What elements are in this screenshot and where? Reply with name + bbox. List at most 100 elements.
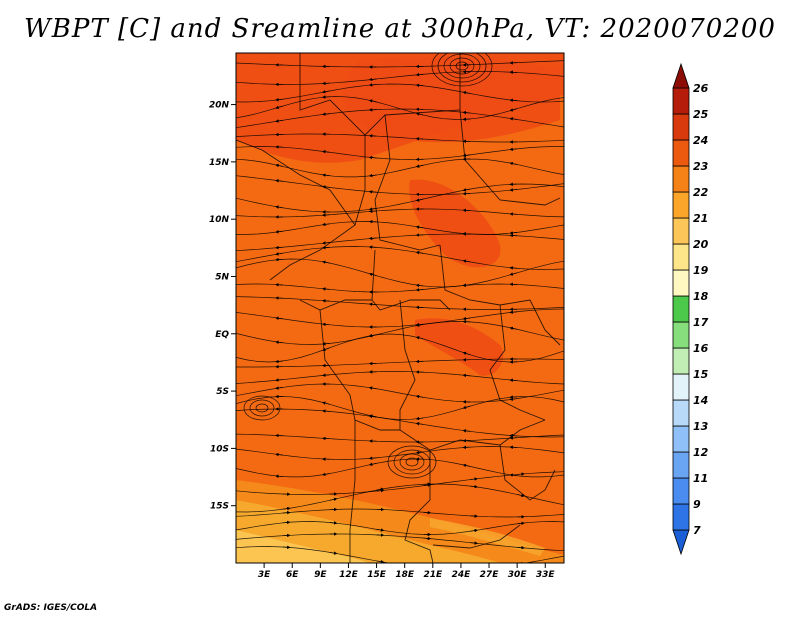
streamline-arrow — [275, 97, 283, 102]
vortex-ring — [455, 61, 469, 71]
streamline-arrow — [368, 173, 377, 178]
streamline-arrow — [368, 272, 377, 277]
x-tick-label: 12E — [339, 570, 359, 580]
streamline-arrow — [462, 259, 471, 263]
streamline — [236, 233, 564, 252]
x-axis: 3E 6E 9E 12E 15E 18E 21E 24E 27E 30E 33E — [258, 563, 556, 580]
streamline-arrow — [462, 110, 471, 115]
x-tick-label: 33E — [536, 570, 556, 580]
streamline-arrow — [470, 477, 479, 481]
colorbar-label: 22 — [693, 186, 709, 199]
streamline-arrow — [509, 310, 518, 314]
streamline — [236, 333, 564, 363]
streamline-arrow — [275, 452, 283, 457]
streamline-arrow — [321, 260, 330, 264]
streamline-arrow — [509, 147, 518, 152]
country-border — [319, 309, 400, 431]
colorbar-segment — [672, 62, 690, 89]
streamline-arrow — [415, 394, 424, 399]
colorbar-label: 13 — [693, 420, 709, 433]
streamline-arrow — [275, 205, 283, 209]
cool-region — [430, 518, 545, 556]
streamline-arrow — [415, 225, 424, 229]
streamline-arrow — [509, 397, 518, 401]
streamline — [236, 183, 564, 213]
streamline-arrow — [282, 510, 291, 515]
colorbar: 7 9 11 12 13 14 15 16 17 18 19 20 21 22 23 24 25 26 — [672, 62, 709, 556]
colorbar-segment — [672, 243, 690, 271]
streamline-arrow — [321, 287, 330, 291]
country-border — [404, 450, 434, 563]
streamline — [236, 308, 564, 328]
streamline-arrow — [415, 112, 424, 116]
y-tick-label: 10S — [210, 444, 229, 454]
streamline-arrow — [321, 322, 330, 327]
colorbar-label: 23 — [693, 160, 709, 173]
colorbar-label: 16 — [693, 342, 709, 355]
streamline-arrow — [275, 378, 283, 382]
colorbar-segment — [672, 425, 690, 453]
streamline-arrow — [322, 347, 330, 352]
colorbar-label: 20 — [693, 238, 709, 251]
colorbar-label: 21 — [693, 212, 708, 225]
streamline — [236, 446, 564, 460]
hot-region — [409, 179, 501, 268]
credit-label: GrADS: IGES/COLA — [4, 603, 98, 613]
colorbar-segment — [672, 477, 690, 505]
colorbar-label: 24 — [693, 134, 708, 147]
streamline-arrow — [329, 551, 338, 555]
vortex-ring — [387, 445, 437, 479]
colorbar-label: 18 — [693, 290, 709, 303]
x-tick-label: 9E — [314, 570, 327, 580]
x-tick-label: 27E — [480, 570, 500, 580]
x-tick-label: 24E — [452, 570, 472, 580]
streamline-arrow — [509, 117, 518, 121]
streamline-arrow — [321, 342, 330, 346]
streamline-arrow — [275, 474, 283, 478]
streamline-arrow — [368, 333, 377, 338]
hot-region — [415, 318, 504, 376]
streamline-arrow — [423, 568, 429, 569]
colorbar-segment — [672, 165, 690, 193]
streamline-arrow — [275, 252, 283, 256]
hot-region — [342, 57, 560, 143]
colorbar-label: 7 — [693, 524, 701, 537]
streamline-arrow — [415, 72, 424, 77]
streamline-arrow — [321, 373, 330, 377]
vortex-ring — [393, 449, 431, 475]
country-border — [349, 420, 356, 563]
streamline-arrow — [509, 231, 518, 235]
vortex-ring — [249, 399, 275, 417]
streamline-arrow — [368, 456, 377, 460]
vortex-ring — [255, 403, 269, 413]
vortex-ring — [431, 53, 493, 87]
streamline-arrow — [368, 386, 377, 390]
streamline-arrow — [521, 562, 525, 563]
vortex-ring — [243, 395, 281, 421]
x-tick-label: 6E — [286, 570, 299, 580]
colorbar-segment — [672, 113, 690, 141]
streamline-arrow — [321, 112, 330, 116]
streamline-arrow — [415, 83, 424, 88]
y-tick-label: 20N — [209, 101, 230, 111]
streamline-arrow — [321, 222, 330, 227]
streamline-arrow — [368, 155, 377, 160]
streamline-arrow — [517, 493, 525, 498]
y-axis: 20N 15N 10N 5N EQ 5S 10S 15S — [209, 101, 236, 512]
colorbar-label: 14 — [693, 394, 708, 407]
streamline — [236, 258, 564, 288]
streamline-arrow — [322, 401, 330, 405]
x-tick-label: 15E — [367, 570, 387, 580]
colorbar-label: 19 — [693, 264, 709, 277]
country-border — [459, 109, 561, 206]
streamline — [236, 533, 564, 552]
colorbar-label: 15 — [693, 368, 709, 381]
y-tick-label: 10N — [209, 215, 230, 225]
streamline-arrow — [462, 316, 471, 321]
x-tick-label: 21E — [423, 570, 443, 580]
streamline — [236, 546, 564, 563]
colorbar-segment — [672, 295, 690, 323]
streamline-arrow — [509, 326, 518, 331]
vortex-ring — [443, 53, 481, 79]
streamline-arrow — [368, 207, 377, 211]
